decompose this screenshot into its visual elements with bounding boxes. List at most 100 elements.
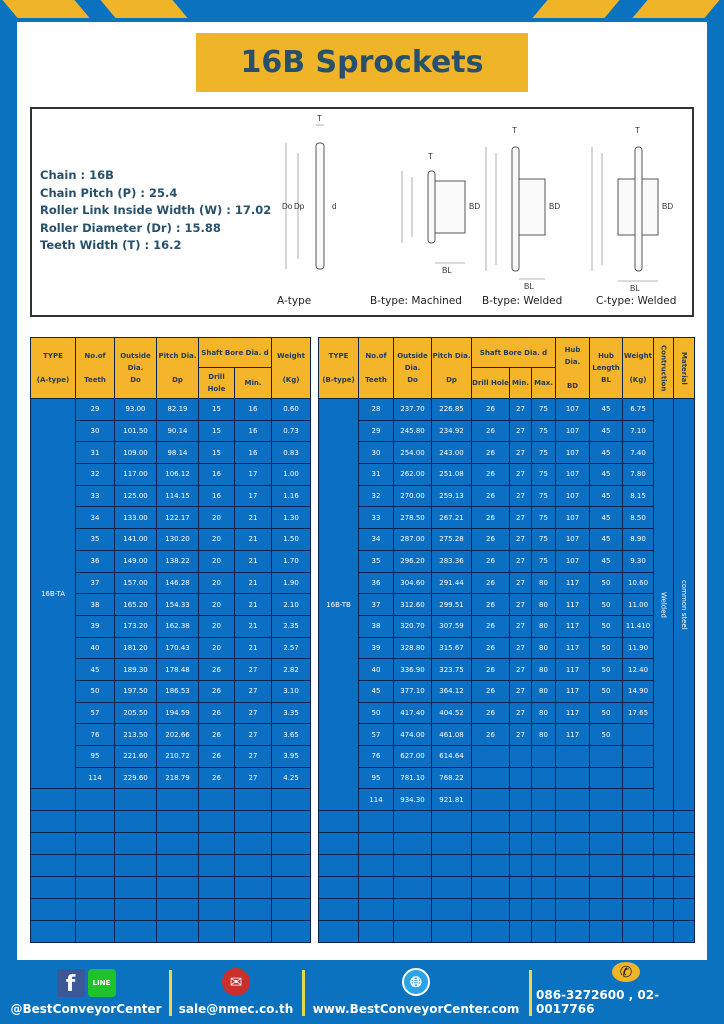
table-cell: 50 [589, 636, 624, 660]
table-cell: 75 [530, 484, 557, 508]
table-row: 32 270.00 259.13 26 27 75 107 45 8.15 [319, 484, 695, 508]
empty-cell [555, 920, 591, 944]
footer-phone[interactable]: ✆ 086-3272600 , 02-0017766 [536, 962, 716, 1024]
website-link[interactable]: www.BestConveyorCenter.com [312, 1002, 520, 1016]
table-cell: 226.85 [431, 398, 472, 421]
table-cell [622, 723, 655, 746]
empty-cell [555, 854, 591, 878]
table-cell: 283.36 [431, 549, 472, 573]
table-cell: 278.50 [393, 506, 432, 530]
label-t: T [512, 126, 517, 135]
table-cell [509, 788, 532, 812]
empty-cell [75, 788, 115, 812]
table-cell: 3.10 [271, 679, 311, 703]
table-cell: 27 [509, 723, 532, 746]
table-cell: 304.60 [393, 571, 432, 595]
table-cell: 307.59 [431, 614, 472, 638]
empty-cell [75, 920, 115, 944]
empty-cell [114, 920, 157, 944]
email-link[interactable]: sale@nmec.co.th [178, 1002, 294, 1016]
table-cell [555, 766, 591, 790]
table-cell: 40 [358, 658, 394, 681]
table-cell: 27 [509, 398, 532, 421]
divider [302, 970, 305, 1016]
empty-cell [271, 920, 311, 944]
facebook-icon[interactable]: f [56, 969, 85, 997]
empty-cell [509, 876, 532, 900]
table-cell: 39 [358, 636, 394, 660]
empty-cell [653, 854, 675, 878]
table-row: 32 117.00 106.12 16 17 1.00 [31, 463, 311, 486]
table-cell: 50 [589, 679, 624, 703]
table-cell: 213.50 [114, 723, 157, 746]
footer: f LINE @BestConveyorCenter ✉ sale@nmec.c… [0, 962, 724, 1024]
table-cell: 1.70 [271, 549, 311, 573]
empty-cell [30, 898, 76, 922]
table-cell: 117 [555, 593, 591, 616]
table-row: 16B-TB 28 237.70 226.85 26 27 75 107 45 6.75 Welde… [318, 397, 696, 812]
table-cell: 17 [234, 484, 272, 508]
table-cell: 107 [555, 398, 591, 421]
empty-cell [156, 810, 199, 834]
empty-cell [393, 854, 432, 878]
b-type-table: TYPE (B-type) No.of Teeth Outside Dia. Do Pi… [318, 337, 696, 944]
empty-cell [653, 810, 675, 834]
table-cell: 40 [75, 636, 115, 660]
table-cell: 4.25 [271, 766, 311, 790]
empty-cell [318, 898, 359, 922]
footer-email[interactable]: ✉ sale@nmec.co.th [176, 962, 296, 1024]
empty-cell [530, 898, 557, 922]
table-cell: 229.60 [114, 766, 157, 790]
table-cell: 130.20 [156, 528, 199, 551]
table-cell: 2.10 [271, 593, 311, 616]
table-cell: 377.10 [393, 679, 432, 703]
footer-social[interactable]: f LINE @BestConveyorCenter [10, 962, 162, 1024]
table-cell: 35 [358, 549, 394, 573]
header-teeth: No.of Teeth [358, 337, 394, 399]
line-icon[interactable]: LINE [87, 969, 116, 997]
table-cell: 7.10 [622, 419, 655, 443]
empty-cell [471, 854, 510, 878]
empty-cell [198, 810, 235, 834]
table-row: 31 262.00 251.08 26 27 75 107 45 7.80 [319, 463, 695, 486]
label-t: T [428, 152, 433, 161]
table-cell: 50 [589, 723, 624, 746]
table-row: 30 101.50 90.14 15 16 0.73 [31, 419, 311, 443]
empty-cell [530, 854, 557, 878]
empty-cell [431, 854, 472, 878]
empty-cell [653, 920, 675, 944]
table-cell: 27 [509, 419, 532, 443]
table-cell: 2.35 [271, 614, 311, 638]
table-cell: 1.00 [271, 463, 311, 486]
empty-cell [471, 898, 510, 922]
table-row: 50 417.40 404.52 26 27 80 117 50 17.65 [319, 701, 695, 725]
phone-number[interactable]: 086-3272600 , 02-0017766 [536, 988, 660, 1016]
social-handle[interactable]: @BestConveyorCenter [10, 1002, 162, 1016]
empty-cell [393, 876, 432, 900]
label-bl: BL [524, 282, 534, 291]
empty-cell [431, 876, 472, 900]
empty-cell [589, 810, 624, 834]
empty-row [30, 832, 311, 856]
table-cell: 170.43 [156, 636, 199, 660]
table-cell: 80 [530, 679, 557, 703]
table-cell: 45 [589, 398, 624, 421]
table-cell: 254.00 [393, 441, 432, 465]
table-cell: 26 [198, 679, 235, 703]
table-row: 34 133.00 122.17 20 21 1.30 [31, 506, 311, 530]
table-cell: 32 [358, 484, 394, 508]
spec-list: Chain : 16B Chain Pitch (P) : 25.4 Roller … [40, 167, 271, 255]
table-cell: 114 [358, 788, 394, 812]
table-cell: 141.00 [114, 528, 157, 551]
table-cell [555, 745, 591, 768]
table-cell: 210.72 [156, 745, 199, 768]
footer-website[interactable]: 🌐︎ www.BestConveyorCenter.com [308, 962, 524, 1024]
table-cell: 75 [530, 441, 557, 465]
table-cell: 16 [234, 441, 272, 465]
label-bd: BD [549, 202, 560, 211]
table-row: 37 157.00 146.28 20 21 1.90 [31, 571, 311, 595]
table-row: 57 474.00 461.08 26 27 80 117 50 [319, 723, 695, 746]
table-row: 114 229.60 218.79 26 27 4.25 [31, 766, 311, 790]
table-cell: 117 [555, 701, 591, 725]
table-cell: 45 [358, 679, 394, 703]
